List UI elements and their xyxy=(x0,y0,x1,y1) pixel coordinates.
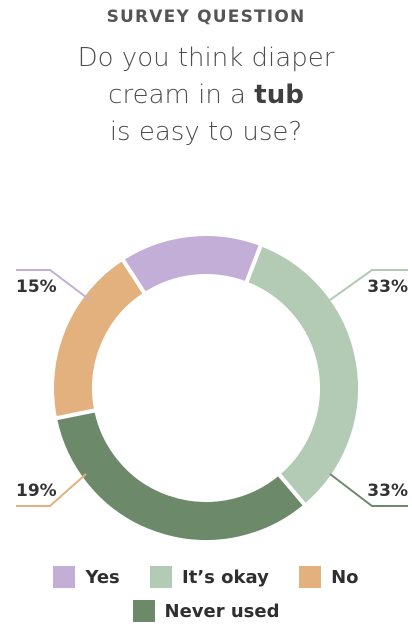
legend-swatch-yes xyxy=(53,566,76,588)
leader-lines xyxy=(16,269,408,507)
legend-row-1: Yes It’s okay No xyxy=(0,566,412,593)
slice-labels: 15% 33% 33% 19% xyxy=(16,277,408,501)
slice-never-used xyxy=(52,407,309,544)
title-line-3: is easy to use? xyxy=(109,117,303,147)
leader-line-no xyxy=(16,473,87,507)
legend-swatch-never-used xyxy=(132,600,155,622)
legend-item-no: No xyxy=(299,566,359,588)
legend-item-yes: Yes xyxy=(53,566,120,588)
eyebrow-label: SURVEY QUESTION xyxy=(106,7,306,27)
legend-item-its-okay: It’s okay xyxy=(150,566,269,588)
slice-its-okay xyxy=(243,241,362,509)
legend-label-never-used: Never used xyxy=(164,600,280,622)
slice-label-no: 19% xyxy=(16,481,57,501)
donut-chart: 15% 33% 33% 19% xyxy=(16,232,408,544)
slice-label-yes: 15% xyxy=(16,277,57,297)
title-line-2: cream in a tub xyxy=(0,77,412,114)
legend-label-yes: Yes xyxy=(85,566,120,588)
title-line-1: Do you think diaper xyxy=(77,43,335,73)
legend-swatch-its-okay xyxy=(150,566,173,588)
survey-question-title: Do you think diaper cream in a tub is ea… xyxy=(0,40,412,151)
slice-yes xyxy=(119,232,264,297)
title-line-2-text: cream in a xyxy=(108,80,255,110)
legend-label-no: No xyxy=(331,566,359,588)
legend-item-never-used: Never used xyxy=(132,600,280,622)
slice-label-its-okay: 33% xyxy=(367,277,408,297)
legend-swatch-no xyxy=(299,566,322,588)
slice-label-never-used: 33% xyxy=(367,481,408,501)
title-emphasis: tub xyxy=(254,80,304,110)
leader-line-yes xyxy=(16,269,91,301)
leader-line-its-okay xyxy=(329,269,408,301)
legend-label-its-okay: It’s okay xyxy=(182,566,269,588)
legend-row-2: Never used xyxy=(0,600,412,627)
donut-slices xyxy=(50,232,362,544)
leader-line-never-used xyxy=(329,473,408,507)
slice-no xyxy=(50,256,148,421)
